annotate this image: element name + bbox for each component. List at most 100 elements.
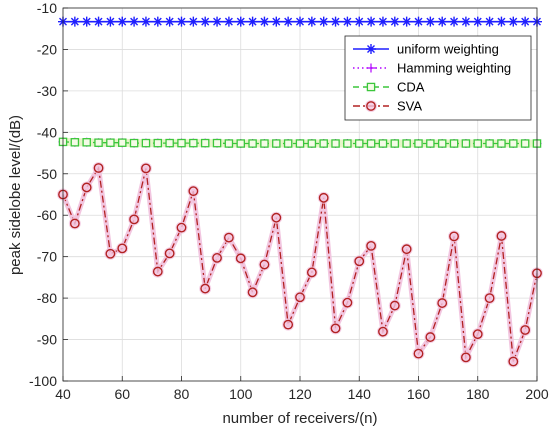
series-sva-point: [413, 348, 424, 359]
series-uniform-weighting-point: [69, 16, 80, 27]
series-uniform-weighting-point: [81, 16, 92, 27]
series-uniform-weighting-point: [188, 16, 199, 27]
series-cda-point: [461, 139, 471, 148]
y-tick-label: -90: [37, 332, 57, 348]
series-uniform-weighting-point: [437, 16, 448, 27]
legend-label: Hamming weighting: [397, 61, 511, 76]
series-cda-point: [165, 138, 174, 148]
series-sva-point: [81, 182, 92, 193]
series-uniform-weighting-point: [247, 16, 258, 27]
series-sva-point: [247, 287, 258, 298]
series-cda-point: [248, 139, 257, 148]
series-sva-point: [283, 319, 294, 330]
series-uniform-weighting-point: [342, 16, 353, 27]
series-sva-point: [378, 326, 388, 337]
series-sva-point: [117, 243, 128, 254]
series-sva-point: [235, 253, 246, 264]
x-tick-label: 40: [55, 386, 71, 402]
legend-marker: [366, 63, 376, 73]
series-cda-point: [153, 138, 163, 148]
series-uniform-weighting-point: [306, 16, 317, 27]
series-sva-point: [129, 214, 140, 225]
series-uniform-weighting-point: [223, 16, 234, 27]
series-cda-point: [414, 139, 423, 148]
series-sva-point: [425, 332, 436, 342]
series-sva-point: [176, 222, 187, 233]
series-cda-point: [236, 139, 245, 148]
series-uniform-weighting-point: [164, 16, 175, 27]
x-tick-label: 200: [525, 386, 549, 402]
series-uniform-weighting-point: [259, 16, 270, 27]
series-uniform-weighting-point: [496, 16, 507, 27]
x-tick-label: 180: [466, 386, 490, 402]
series-cda-point: [402, 139, 411, 148]
legend-item-uniform-weighting: uniform weighting: [353, 42, 499, 57]
series-uniform-weighting-point: [401, 16, 412, 27]
series-uniform-weighting-point: [413, 16, 424, 27]
series-cda-point: [283, 139, 293, 148]
series-uniform-weighting-point: [93, 16, 104, 27]
y-tick-label: -40: [37, 124, 57, 140]
x-tick-label: 140: [348, 386, 372, 402]
series-sva-point: [306, 267, 317, 278]
series-cda-point: [437, 139, 447, 148]
series-layer: [57, 16, 543, 368]
y-tick-label: -80: [37, 290, 57, 306]
x-tick-label: 100: [229, 386, 253, 402]
series-sva-line: [62, 166, 538, 362]
series-sva-point: [152, 266, 163, 277]
series-uniform-weighting-point: [212, 16, 223, 27]
series-uniform-weighting-point: [117, 16, 128, 27]
series-cda-point: [141, 138, 151, 148]
series-sva-point: [484, 293, 495, 304]
series-sva-point: [496, 231, 507, 241]
series-uniform-weighting-point: [472, 16, 483, 27]
series-cda-point: [378, 139, 388, 148]
series-uniform-weighting-point: [366, 16, 377, 27]
series-sva-point: [330, 323, 341, 334]
series-cda-point: [189, 138, 198, 148]
series-cda-point: [449, 139, 459, 148]
series-uniform-weighting-point: [508, 16, 519, 27]
series-uniform-weighting-point: [295, 16, 305, 27]
series-cda-point: [426, 139, 435, 148]
series-uniform-weighting-point: [389, 16, 400, 27]
series-sva-point: [366, 240, 376, 251]
series-cda-point: [118, 138, 127, 147]
series-cda-point: [366, 139, 376, 148]
legend: uniform weighting Hamming weighting CDA SVA: [344, 35, 532, 121]
series-cda-point: [319, 139, 328, 148]
series-cda-point: [295, 139, 305, 148]
series-sva-point: [164, 248, 175, 259]
series-sva-point: [200, 283, 211, 294]
series-sva-point: [508, 356, 519, 367]
series-sva-point: [69, 218, 80, 229]
series-cda-point: [390, 139, 400, 148]
legend-marker: [366, 101, 376, 111]
series-cda-point: [129, 138, 139, 148]
series-cda-point: [212, 138, 222, 148]
legend-marker: [366, 82, 376, 92]
x-tick-label: 60: [114, 386, 130, 402]
x-axis-label: number of receivers/(n): [222, 410, 377, 427]
series-cda-point: [509, 139, 518, 148]
series-cda-point: [307, 139, 317, 148]
series-uniform-weighting-point: [129, 16, 140, 27]
series-sva: [57, 161, 543, 368]
series-uniform-weighting-point: [484, 16, 495, 27]
series-cda-point: [497, 139, 506, 148]
series-cda-point: [343, 139, 352, 148]
y-tick-label: -30: [37, 83, 57, 99]
series-sva-point: [141, 163, 151, 174]
series-sva-point: [259, 259, 270, 270]
legend-item-hamming-weighting: Hamming weighting: [353, 61, 511, 76]
series-cda-point: [82, 138, 91, 147]
series-cda-point: [260, 139, 269, 148]
legend-label: SVA: [397, 99, 422, 114]
legend-marker: [366, 44, 376, 54]
x-tick-label: 120: [288, 386, 312, 402]
legend-label: uniform weighting: [397, 42, 499, 57]
series-sva-point: [93, 163, 104, 173]
